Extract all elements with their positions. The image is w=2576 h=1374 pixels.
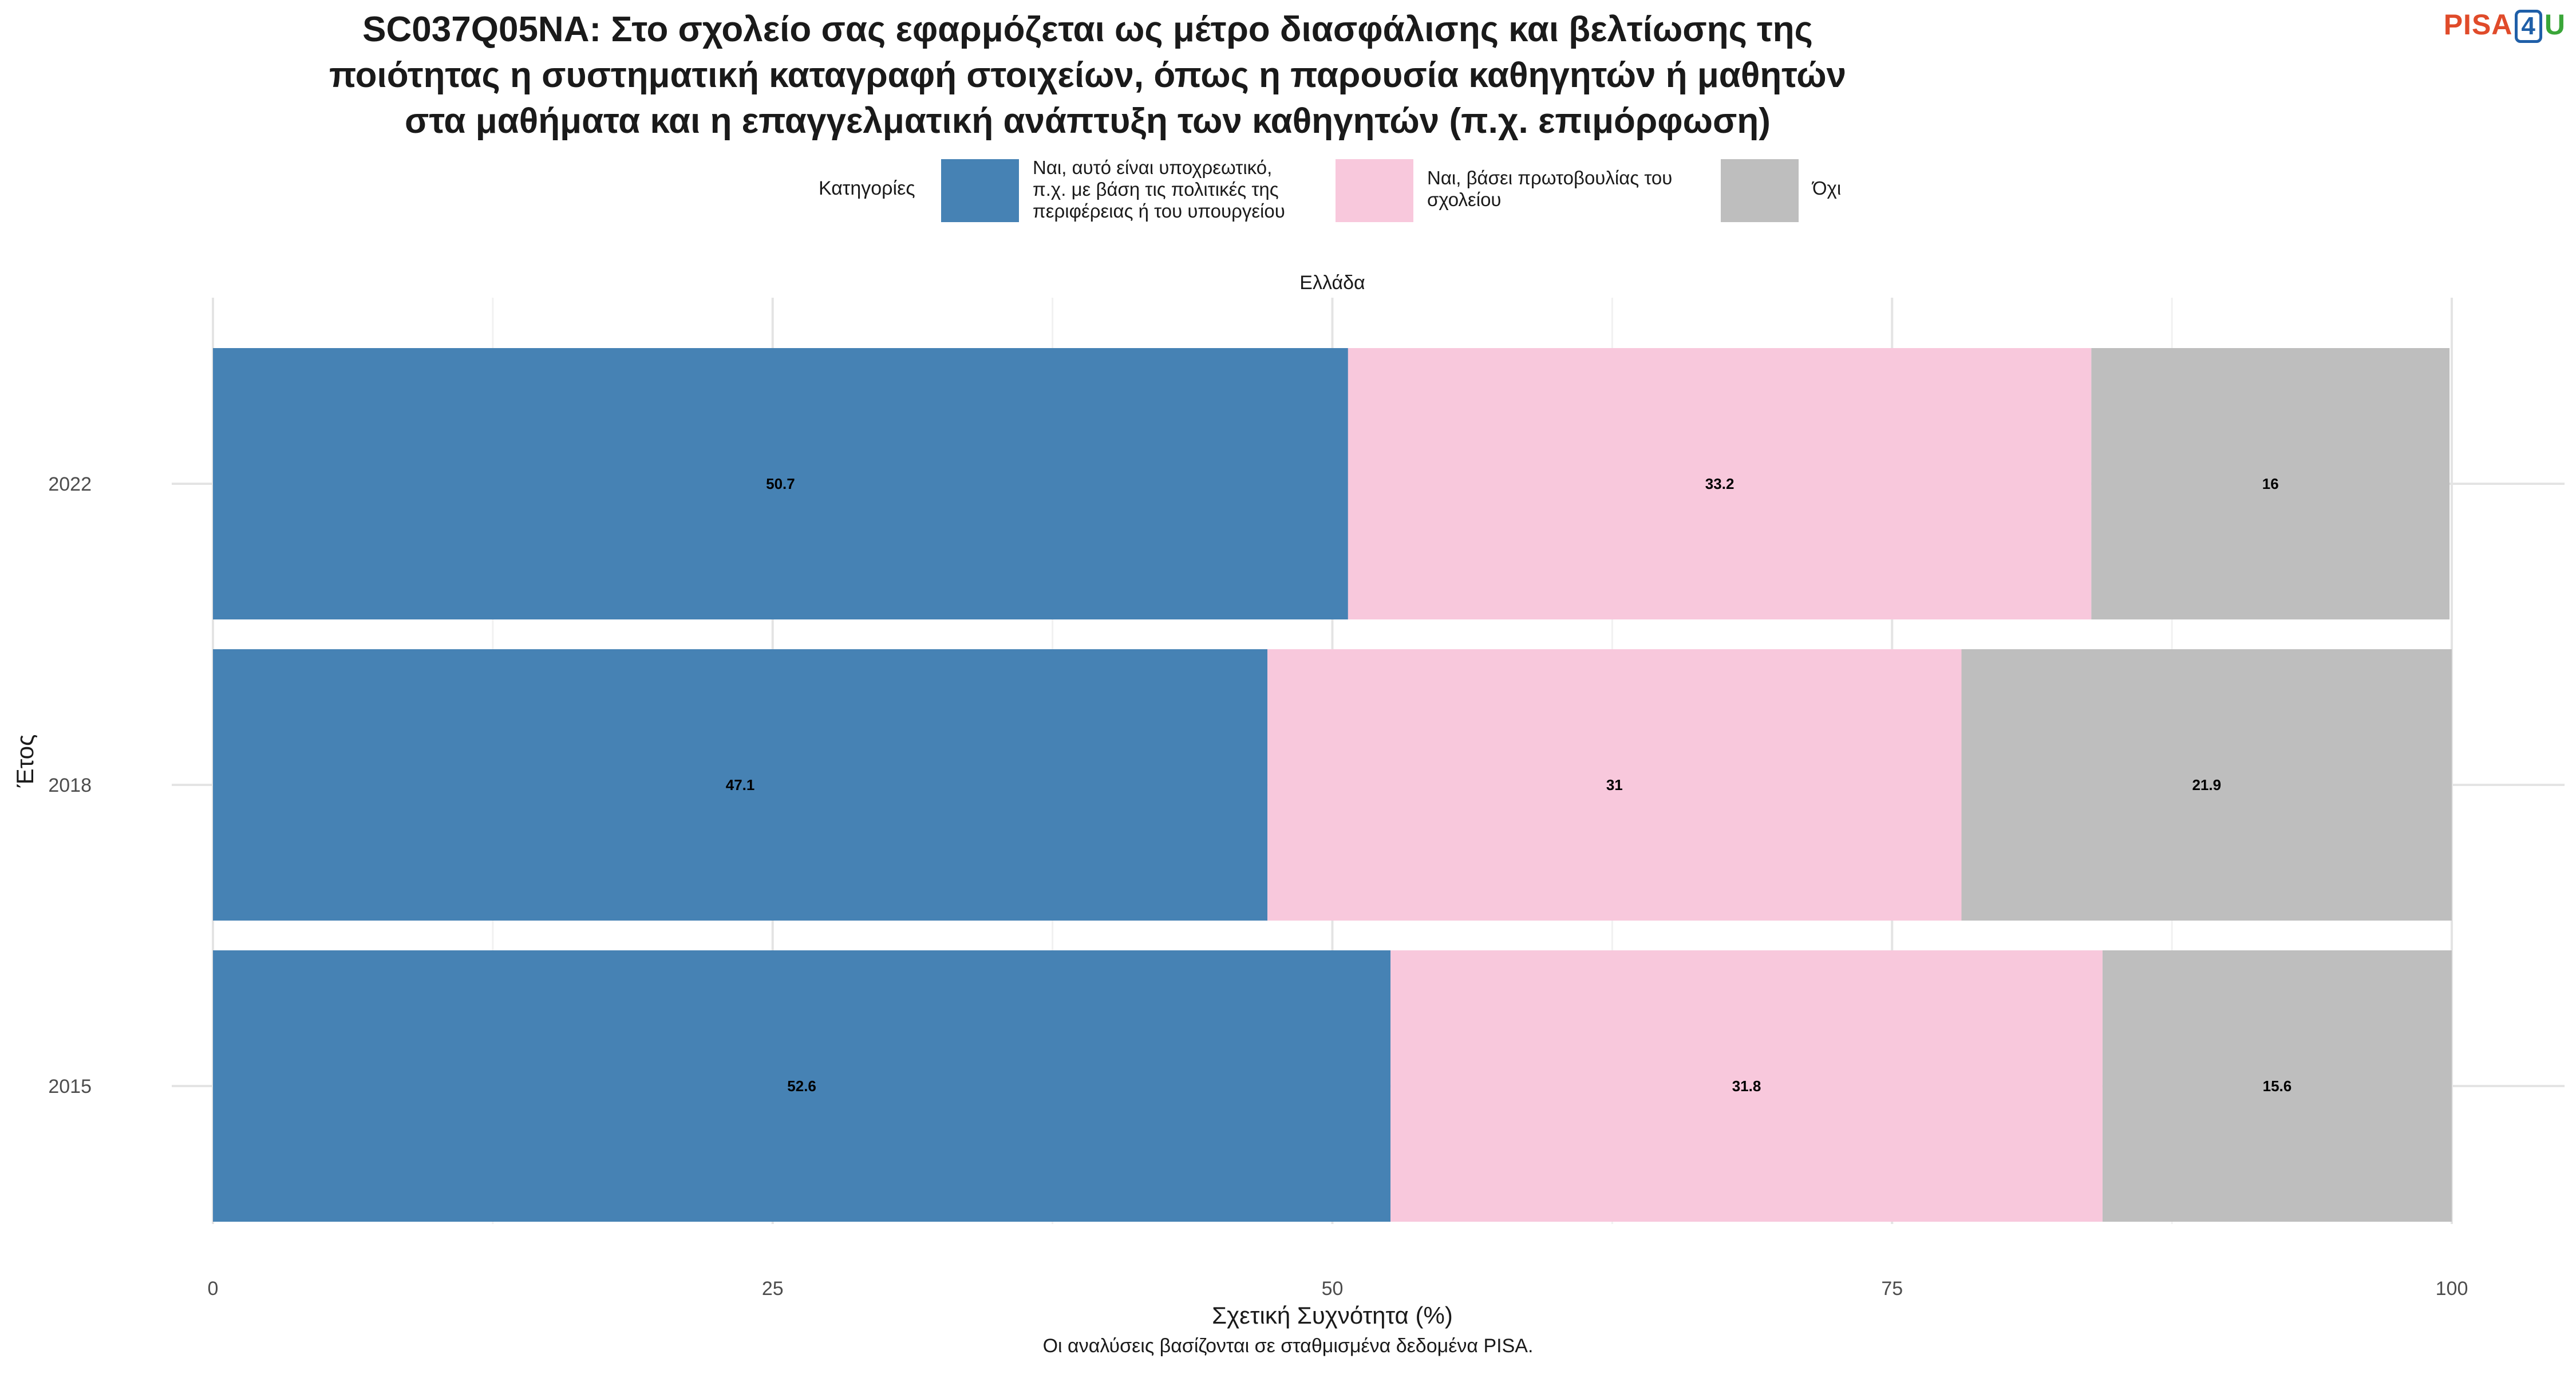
y-tick-label: 2015 — [48, 1076, 92, 1097]
legend-key-mandatory — [941, 159, 1019, 222]
x-axis-title: Σχετική Συχνότητα (%) — [1212, 1302, 1453, 1329]
bar-segment — [2102, 950, 2452, 1222]
bar-segment — [1390, 950, 2103, 1222]
x-tick-label: 50 — [1322, 1278, 1344, 1300]
bar-value-label: 47.1 — [726, 776, 755, 793]
bar-segment — [1348, 348, 2092, 619]
legend-key-no — [1721, 159, 1799, 222]
facet-label: Ελλάδα — [1299, 272, 1365, 294]
bar-value-label: 31.8 — [1732, 1077, 1761, 1095]
bar-value-label: 50.7 — [766, 475, 795, 492]
y-tick-label: 2022 — [48, 473, 92, 495]
bar-segment — [1267, 649, 1962, 921]
bar-segment — [1961, 649, 2452, 921]
chart-title-line-1: SC037Q05NA: Στο σχολείο σας εφαρμόζεται … — [362, 10, 1813, 49]
bar-segment — [213, 950, 1391, 1222]
bar-value-label: 52.6 — [787, 1077, 816, 1095]
x-tick-label: 25 — [762, 1278, 784, 1300]
data-labels: 50.7 33.2 16 47.1 31 21.9 52.6 31.8 15.6 — [726, 475, 2292, 1095]
legend: Κατηγορίες Ναι, αυτό είναι υποχρεωτικό, … — [0, 157, 2576, 222]
x-tick-label: 75 — [1881, 1278, 1903, 1300]
bar-value-label: 33.2 — [1705, 475, 1735, 492]
chart-title-line-2: ποιότητας η συστηματική καταγραφή στοιχε… — [329, 56, 1847, 95]
bar-value-label: 21.9 — [2192, 776, 2221, 793]
axes: Ελλάδα 2022 2018 2015 0 25 50 75 100 Σχετική Συχν… — [11, 272, 2468, 1329]
bar-value-label: 15.6 — [2263, 1077, 2292, 1095]
legend-label-school-initiative: Ναι, βάσει πρωτοβουλίας του σχολείου — [1427, 167, 1673, 210]
x-tick-label: 100 — [2436, 1278, 2468, 1300]
legend-label-mandatory: Ναι, αυτό είναι υποχρεωτικό, π.χ. με βάσ… — [1033, 157, 1285, 222]
pisa4u-logo: PISA 4 U — [2444, 8, 2566, 43]
x-tick-label: 0 — [208, 1278, 219, 1300]
bar-segment — [2091, 348, 2450, 619]
y-tick-label: 2018 — [48, 775, 92, 796]
chart-title: SC037Q05NA: Στο σχολείο σας εφαρμόζεται … — [143, 7, 2032, 144]
legend-key-school-initiative — [1336, 159, 1413, 222]
legend-label-no: Όχι — [1812, 177, 1842, 199]
chart-title-line-3: στα μαθήματα και η επαγγελματική ανάπτυξ… — [405, 101, 1771, 141]
caption: Οι αναλύσεις βασίζονται σε σταθμισμένα δ… — [1042, 1335, 1534, 1357]
bar-value-label: 16 — [2262, 475, 2279, 492]
bar-segment — [213, 348, 1348, 619]
y-axis-title: Έτος — [11, 735, 38, 788]
legend-title: Κατηγορίες — [819, 177, 915, 199]
bar-segment — [213, 649, 1268, 921]
bars — [213, 348, 2452, 1222]
bar-value-label: 31 — [1606, 776, 1623, 793]
